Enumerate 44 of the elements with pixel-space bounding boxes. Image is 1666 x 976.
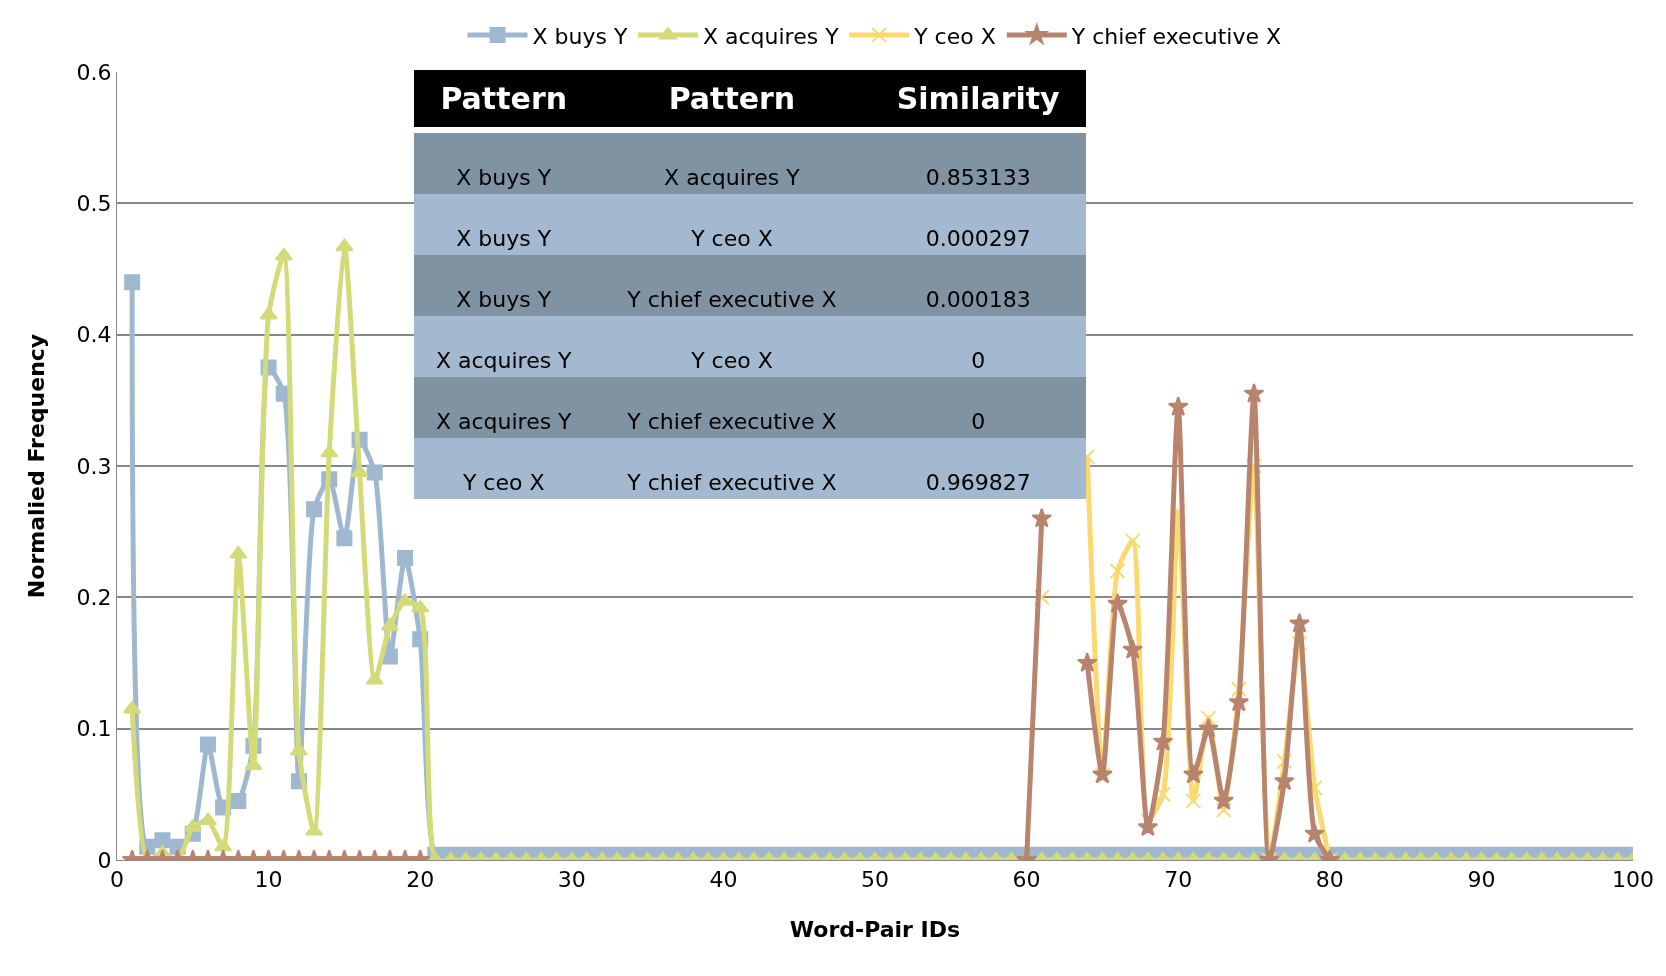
legend-label: Y chief executive X [1070, 23, 1282, 49]
x-tick-label: 90 [1467, 867, 1496, 893]
annotation: X buys Y [414, 130, 594, 194]
x-tick-label: 80 [1315, 867, 1344, 893]
legend-label: X acquires Y [702, 23, 840, 49]
annotation: 0.969827 [870, 438, 1086, 499]
annotation: X acquires Y [414, 377, 594, 438]
y-tick-label: 0.2 [76, 585, 112, 611]
annotation: X acquires Y [593, 130, 871, 194]
annotation: 0.000183 [870, 255, 1086, 316]
annotation: 0.853133 [870, 130, 1086, 194]
annotation: X buys Y [414, 255, 594, 316]
y-tick-label: 0.6 [76, 59, 112, 85]
annotation: Y chief executive X [593, 377, 871, 438]
x-tick-label: 60 [1012, 867, 1041, 893]
annotation: Y chief executive X [593, 255, 871, 316]
x-tick-label: 40 [709, 867, 738, 893]
annotation: Y ceo X [414, 438, 594, 499]
x-tick-label: 50 [861, 867, 889, 893]
y-tick-label: 0.4 [76, 322, 112, 348]
x-tick-label: 70 [1164, 867, 1193, 893]
x-tick-label: 100 [1612, 867, 1654, 893]
annotation: Pattern [414, 70, 594, 130]
x-tick-label: 10 [254, 867, 283, 893]
x-tick-label: 20 [406, 867, 435, 893]
y-axis-title: Normalied Frequency [24, 333, 50, 599]
y-tick-label: 0.3 [76, 453, 112, 479]
x-axis-title: Word-Pair IDs [789, 917, 961, 943]
annotation: Pattern [593, 70, 871, 130]
legend-label: Y ceo X [913, 23, 996, 49]
annotation: 0 [870, 316, 1086, 377]
annotation: Y chief executive X [593, 438, 871, 499]
legend-label: X buys Y [532, 23, 628, 49]
x-tick-label: 30 [557, 867, 586, 893]
y-tick-label: 0 [97, 847, 112, 873]
annotation: X acquires Y [414, 316, 594, 377]
annotation: 0.000297 [870, 194, 1086, 255]
annotation: X buys Y [414, 194, 594, 255]
annotation: Y ceo X [593, 316, 871, 377]
annotation: Y ceo X [593, 194, 871, 255]
y-tick-label: 0.1 [76, 716, 112, 742]
annotation: 0 [870, 377, 1086, 438]
y-tick-label: 0.5 [76, 191, 112, 217]
annotation: Similarity [870, 70, 1086, 130]
